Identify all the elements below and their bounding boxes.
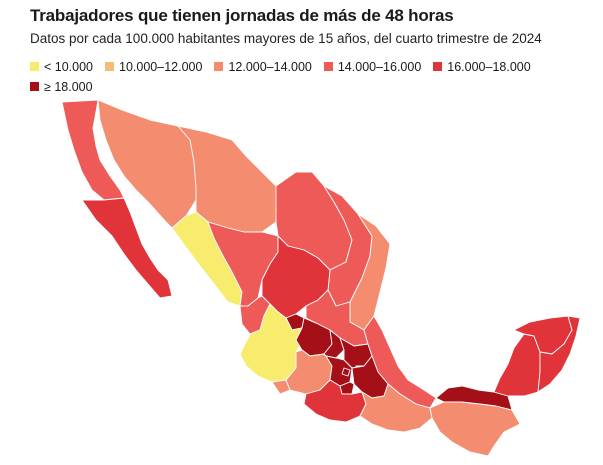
region-campeche[interactable] [493, 333, 541, 397]
legend-label: 12.000–14.000 [228, 59, 312, 74]
region-ciudad-de-mexico[interactable] [341, 367, 351, 377]
legend-label: < 10.000 [44, 59, 94, 74]
region-chiapas[interactable] [429, 401, 521, 457]
legend-label: 10.000–12.000 [119, 59, 203, 74]
region-baja-california-sur[interactable] [81, 197, 173, 299]
legend-swatch [214, 62, 224, 71]
legend-swatch [105, 62, 115, 71]
region-quintana-roo[interactable] [537, 315, 581, 393]
chart-subtitle: Datos por cada 100.000 habitantes mayore… [30, 31, 542, 46]
legend-swatch [433, 62, 443, 71]
legend-item: 12.000–14.000 [214, 59, 312, 74]
legend-swatch [30, 62, 39, 71]
region-durango[interactable] [207, 221, 279, 307]
legend-label: 16.000–18.000 [447, 59, 531, 74]
legend-swatch [30, 82, 39, 91]
legend-item: < 10.000 [30, 59, 93, 74]
region-tabasco[interactable] [435, 385, 513, 411]
legend-item: 14.000–16.000 [323, 59, 422, 74]
legend-item: 16.000–18.000 [433, 59, 531, 74]
legend-item: ≥ 18.000 [30, 79, 93, 94]
mexico-choropleth-map [61, 99, 581, 457]
legend: < 10.000 10.000–12.000 12.000–14.000 14.… [30, 59, 590, 94]
chart-title: Trabajadores que tienen jornadas de más … [30, 6, 454, 25]
legend-label: ≥ 18.000 [44, 79, 93, 94]
legend-swatch [323, 62, 333, 71]
legend-item: 10.000–12.000 [105, 59, 202, 74]
legend-label: 14.000–16.000 [337, 59, 422, 74]
region-baja-california[interactable] [61, 99, 125, 201]
